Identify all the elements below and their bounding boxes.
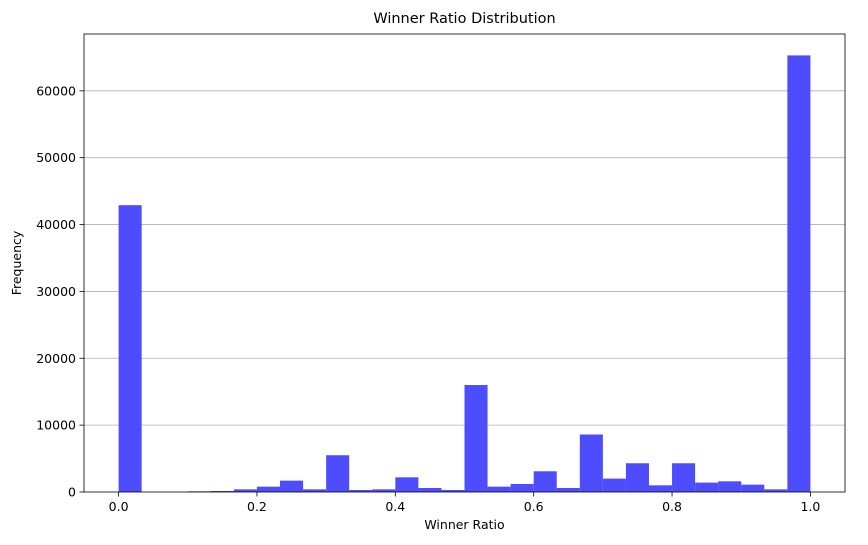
histogram-bar [326, 455, 350, 492]
histogram-bar [510, 483, 534, 492]
x-axis-ticks: 0.0 0.2 0.4 0.6 0.8 1.0 [109, 492, 820, 514]
histogram-bar [764, 489, 788, 492]
histogram-bar [464, 385, 488, 492]
histogram-bar [695, 482, 719, 492]
x-tick-label: 0.4 [385, 499, 405, 514]
histogram-bar [741, 484, 765, 492]
y-tick-label: 10000 [36, 418, 76, 433]
histogram-bar [349, 489, 373, 492]
y-tick-label: 20000 [36, 351, 76, 366]
y-tick-label: 30000 [36, 284, 76, 299]
histogram-bar [280, 480, 304, 492]
x-tick-label: 0.2 [247, 499, 267, 514]
histogram-bar [556, 487, 580, 492]
chart-title: Winner Ratio Distribution [373, 11, 555, 27]
y-tick-label: 60000 [36, 83, 76, 98]
histogram-bar [395, 477, 419, 492]
x-tick-label: 0.0 [109, 499, 129, 514]
y-tick-label: 0 [68, 485, 76, 500]
histogram-bar [256, 486, 281, 492]
histogram-bar [579, 434, 603, 492]
histogram-bar [533, 471, 557, 492]
histogram-bar [441, 489, 465, 492]
histogram-bar [672, 463, 696, 492]
histogram-bar [210, 490, 234, 492]
histogram-bar [602, 478, 626, 492]
x-tick-label: 1.0 [800, 499, 820, 514]
histogram-bar [648, 485, 673, 492]
axes [83, 33, 846, 493]
y-tick-label: 50000 [36, 150, 76, 165]
histogram-bar [487, 486, 511, 492]
y-tick-label: 40000 [36, 217, 76, 232]
plot-frame [83, 33, 846, 493]
histogram-bar [718, 481, 742, 492]
histogram-bar [372, 489, 396, 492]
histogram-bar [787, 55, 811, 492]
histogram-bar [233, 489, 257, 492]
y-axis-ticks: 0 10000 20000 30000 40000 50000 60000 [36, 83, 84, 500]
histogram-bar [303, 489, 327, 492]
x-tick-label: 0.8 [662, 499, 682, 514]
histogram-bar [118, 205, 142, 492]
x-axis-label: Winner Ratio [424, 517, 504, 532]
y-axis-label: Frequency [9, 230, 24, 295]
x-tick-label: 0.6 [524, 499, 544, 514]
histogram-bar [625, 463, 649, 492]
histogram-bars [118, 55, 811, 492]
gridlines [84, 90, 845, 426]
histogram-bar [418, 487, 442, 492]
